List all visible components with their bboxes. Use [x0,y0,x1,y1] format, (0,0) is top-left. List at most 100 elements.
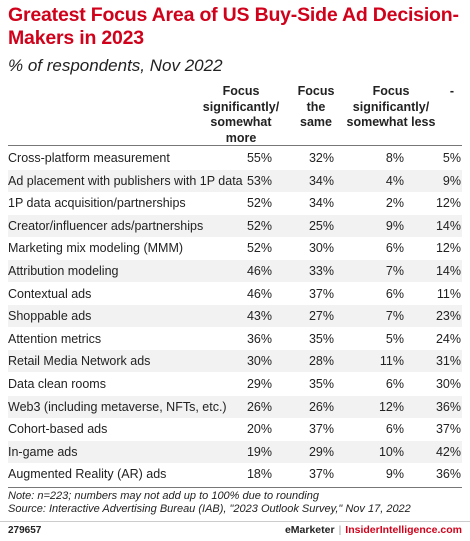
table-cell: 6% [385,422,404,437]
table-cell: 52% [246,196,272,211]
table-row: Shoppable ads 43% 27% 7% 23% [8,305,462,328]
table-cell: 32% [308,151,334,165]
table-cell: 18% [246,467,272,482]
table-cell: 26% [246,399,272,414]
brand-separator: | [338,524,342,536]
table-cell: 43% [246,309,272,324]
table-cell: 12% [435,241,461,256]
table-cell: 30% [246,354,272,369]
table-cell: 11% [379,354,404,369]
table-cell: 52% [246,218,272,233]
table-row: 1P data acquisition/partnerships 52% 34% 2%… [8,192,462,214]
chart-id: 279657 [8,525,42,536]
table-cell: 26% [308,399,334,414]
table-cell: 42% [435,444,461,459]
table-cell: 6% [385,286,404,301]
table-row: Marketing mix modeling (MMM) 52% 30% 6% 12% [8,237,462,259]
table-cell: 36% [435,467,461,482]
row-label: Attention metrics [8,331,102,346]
table-cell: 37% [308,286,334,301]
table-cell: 20% [246,422,272,437]
table-cell: 53% [246,173,272,188]
table-row: Web3 (including metaverse, NFTs, etc.) 26… [8,395,462,418]
table-row: Attention metrics 36% 35% 5% 24% [8,328,462,350]
table-cell: 35% [308,377,334,391]
table-cell: 37% [308,422,334,437]
column-header-less: Focus significantly/ somewhat less [346,84,436,129]
table-cell: 6% [385,377,404,391]
table-cell: 14% [435,264,461,278]
row-label: Ad placement with publishers with 1P dat… [8,173,243,188]
table-cell: 46% [246,264,272,278]
table-row: In-game ads 19% 29% 10% 42% [8,440,462,463]
row-label: Shoppable ads [8,309,92,324]
source-text: Source: Interactive Advertising Bureau (… [8,503,411,515]
table-cell: 14% [435,218,461,233]
table-row: Contextual ads 46% 37% 6% 11% [8,283,462,305]
row-label: Creator/influencer ads/partnerships [8,218,204,233]
table-cell: 27% [308,309,334,324]
row-label: 1P data acquisition/partnerships [8,196,186,211]
table-cell: 6% [385,241,404,256]
table-cell: 31% [435,354,461,369]
chart-title: Greatest Focus Area of US Buy-Side Ad De… [8,4,459,49]
table-cell: 24% [435,331,461,346]
table-cell: 36% [246,331,272,346]
table-row: Attribution modeling 46% 33% 7% 14% [8,260,462,282]
table-cell: 19% [246,444,272,459]
row-label: Web3 (including metaverse, NFTs, etc.) [8,399,227,414]
note-text: Note: n=223; numbers may not add up to 1… [8,490,319,502]
table-cell: 30% [435,377,461,391]
footer-divider [0,521,470,522]
table-row: Cohort-based ads 20% 37% 6% 37% [8,418,462,440]
row-label: Data clean rooms [8,377,106,391]
table-cell: 34% [308,196,334,211]
footer-brand: eMarketer | InsiderIntelligence.com [285,524,462,536]
row-label: Contextual ads [8,286,92,301]
table-cell: 37% [308,467,334,482]
table-cell: 12% [378,399,404,414]
row-label: Cohort-based ads [8,422,108,437]
table-cell: 11% [436,286,461,301]
table-cell: 46% [246,286,272,301]
table-cell: 33% [308,264,334,278]
row-label: Retail Media Network ads [8,354,151,369]
table-cell: 52% [246,241,272,256]
table-cell: 7% [385,309,404,324]
table-bottom-rule [8,487,462,488]
table-cell: 12% [435,196,461,211]
table-cell: 9% [385,467,404,482]
table-cell: 9% [442,173,461,188]
table-cell: 23% [435,309,461,324]
table-cell: 5% [442,151,461,165]
row-label: Attribution modeling [8,264,119,278]
table-row: Creator/influencer ads/partnerships 52% 25… [8,214,462,237]
table-row: Retail Media Network ads 30% 28% 11% 31% [8,350,462,373]
table-cell: 29% [308,444,334,459]
chart-subtitle: % of respondents, Nov 2022 [8,56,223,75]
table-cell: 35% [308,331,334,346]
emarketer-logo: eMarketer [284,524,335,536]
column-header-same: Focus the same [297,84,335,129]
row-label: In-game ads [8,444,78,459]
insider-intelligence-link[interactable]: InsiderIntelligence.com [345,524,462,536]
table-row: Ad placement with publishers with 1P dat… [8,169,462,192]
row-label: Augmented Reality (AR) ads [8,467,167,482]
table-cell: 7% [385,264,404,278]
table-cell: 55% [246,151,272,165]
chart-notes: Note: n=223; numbers may not add up to 1… [8,490,463,516]
table-cell: 36% [435,399,461,414]
column-header-dash: - [449,84,455,98]
row-label: Cross-platform measurement [8,151,170,165]
table-cell: 2% [385,196,404,211]
row-label: Marketing mix modeling (MMM) [8,241,184,256]
table-cell: 29% [246,377,272,391]
table-cell: 30% [308,241,334,256]
table-cell: 25% [308,218,334,233]
table-row: Cross-platform measurement 55% 32% 8% 5% [8,147,462,169]
table-cell: 9% [385,218,404,233]
table-cell: 8% [385,151,404,165]
table-cell: 28% [308,354,334,369]
column-header-more: Focus significantly/ somewhat more [202,84,280,145]
table-cell: 10% [378,444,404,459]
